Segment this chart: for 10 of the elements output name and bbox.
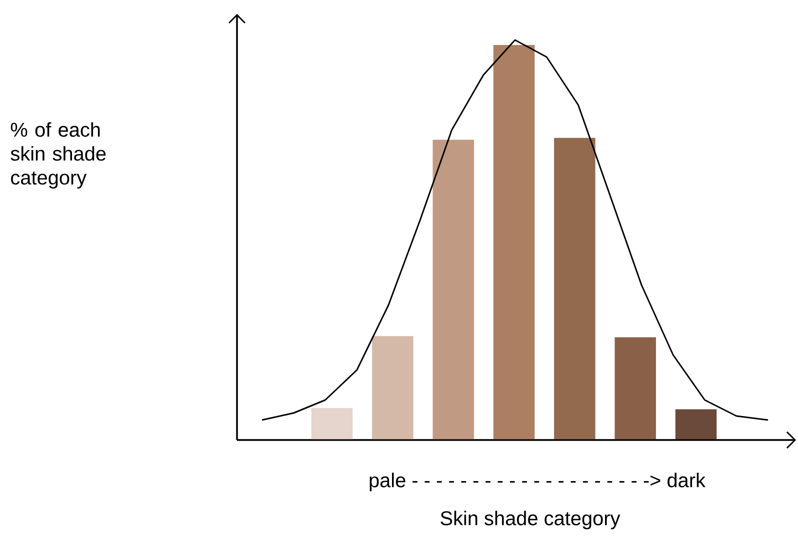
bar [493, 44, 535, 440]
bar [372, 336, 414, 440]
bar [311, 408, 353, 440]
bar [554, 138, 596, 440]
text: pale - - - - - - - - - - - - - - - - - - - -> dark [370, 472, 706, 492]
bar [675, 409, 717, 440]
x-axis-title: Skin shade category [440, 510, 620, 530]
bar [614, 337, 656, 440]
y-axis-title: % of each skin shade category [10, 122, 106, 189]
bar [432, 140, 474, 440]
